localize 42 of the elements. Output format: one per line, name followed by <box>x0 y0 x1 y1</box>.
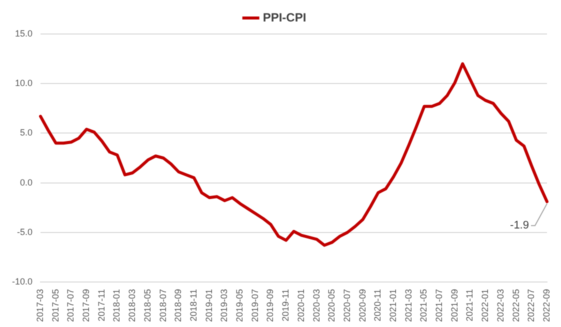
x-tick-label: 2021-09 <box>449 288 460 322</box>
x-tick-label: 2017-05 <box>50 288 60 322</box>
x-tick-label: 2017-09 <box>81 288 92 322</box>
x-tick-label: 2021-07 <box>434 288 444 322</box>
x-tick-label: 2022-05 <box>510 288 521 322</box>
x-tick-label: 2020-05 <box>326 288 337 322</box>
x-tick-label: 2019-11 <box>280 288 291 322</box>
x-tick-label: 2018-07 <box>158 288 168 322</box>
x-tick-label: 2017-07 <box>66 288 76 322</box>
x-tick-label: 2019-09 <box>265 288 276 322</box>
x-tick-label: 2018-09 <box>173 288 184 322</box>
x-tick-label: 2019-01 <box>204 288 214 322</box>
x-tick-label: 2020-11 <box>372 288 383 322</box>
x-tick-label: 2020-09 <box>357 288 368 322</box>
x-tick-label: 2020-01 <box>296 288 306 322</box>
x-tick-label: 2022-07 <box>526 288 536 322</box>
x-tick-label: 2020-07 <box>342 288 352 322</box>
x-tick-label: 2018-03 <box>127 288 138 322</box>
x-tick-label: 2018-11 <box>188 288 198 322</box>
y-tick-label: 5.0 <box>20 128 33 138</box>
x-tick-label: 2022-09 <box>541 288 552 322</box>
x-tick-label: 2022-01 <box>480 288 490 322</box>
x-tick-label: 2017-11 <box>96 288 106 322</box>
y-tick-label: 10.0 <box>14 78 33 88</box>
x-tick-label: 2021-03 <box>403 288 414 322</box>
x-tick-label: 2019-03 <box>219 288 230 322</box>
x-tick-label: 2022-03 <box>495 288 506 322</box>
x-tick-label: 2017-03 <box>35 288 45 322</box>
y-tick-label: 15.0 <box>14 28 33 38</box>
x-tick-label: 2021-05 <box>418 288 429 322</box>
annotation: -1.9 <box>510 220 529 232</box>
x-tick-label: 2019-07 <box>250 288 260 322</box>
y-tick-label: -5.0 <box>17 226 33 237</box>
x-tick-label: 2021-11 <box>464 288 475 322</box>
x-tick-label: 2020-03 <box>311 288 322 322</box>
x-tick-label: 2019-05 <box>234 288 245 322</box>
y-tick-label: 0.0 <box>20 177 33 188</box>
x-tick-label: 2018-05 <box>142 288 152 322</box>
y-tick-label: -10.0 <box>12 276 33 286</box>
x-tick-label: 2021-01 <box>388 288 398 322</box>
legend-label: PPI-CPI <box>262 10 306 24</box>
x-tick-label: 2018-01 <box>112 288 122 322</box>
